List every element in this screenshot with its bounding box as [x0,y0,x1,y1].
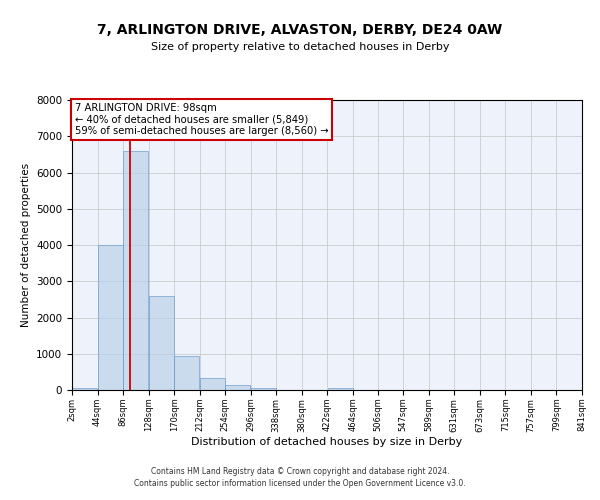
Bar [98,245,123,390]
Bar [328,388,353,390]
Bar [226,386,250,390]
Bar [124,151,148,390]
Bar [175,356,199,390]
X-axis label: Distribution of detached houses by size in Derby: Distribution of detached houses by size … [191,437,463,447]
Y-axis label: Number of detached properties: Number of detached properties [20,163,31,327]
Bar [251,388,276,390]
Text: Size of property relative to detached houses in Derby: Size of property relative to detached ho… [151,42,449,52]
Text: 7, ARLINGTON DRIVE, ALVASTON, DERBY, DE24 0AW: 7, ARLINGTON DRIVE, ALVASTON, DERBY, DE2… [97,22,503,36]
Bar [149,296,174,390]
Bar [200,378,225,390]
Text: 7 ARLINGTON DRIVE: 98sqm
← 40% of detached houses are smaller (5,849)
59% of sem: 7 ARLINGTON DRIVE: 98sqm ← 40% of detach… [74,103,328,136]
Bar [72,388,97,390]
Text: Contains HM Land Registry data © Crown copyright and database right 2024.
Contai: Contains HM Land Registry data © Crown c… [134,466,466,487]
